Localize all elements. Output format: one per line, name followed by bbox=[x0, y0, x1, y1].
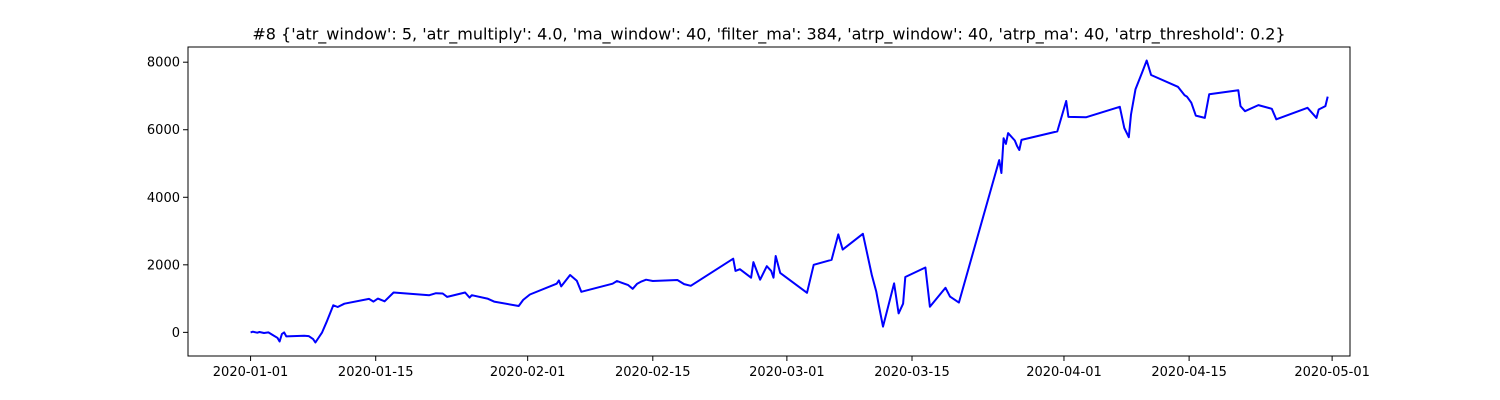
plot-area: 2020-01-01 2020-01-15 2020-02-01 2020-02-15… bbox=[147, 46, 1370, 380]
x-tick-label: 2020-03-15 bbox=[874, 365, 950, 380]
y-tick-label: 0 bbox=[172, 326, 180, 341]
axes-frame bbox=[187, 46, 1351, 357]
x-tick-label: 2020-02-15 bbox=[615, 365, 691, 380]
y-tick-label: 6000 bbox=[147, 123, 180, 138]
x-tick-label: 2020-02-01 bbox=[490, 365, 566, 380]
y-tick-label: 8000 bbox=[147, 56, 180, 71]
y-tick-label: 2000 bbox=[147, 258, 180, 273]
x-tick-label: 2020-04-15 bbox=[1151, 365, 1227, 380]
x-tick-label: 2020-01-01 bbox=[213, 365, 289, 380]
chart-title: #8 {'atr_window': 5, 'atr_multiply': 4.0… bbox=[252, 25, 1285, 45]
x-tick-label: 2020-04-01 bbox=[1026, 365, 1102, 380]
y-tick-label: 4000 bbox=[147, 191, 180, 206]
x-tick-label: 2020-01-15 bbox=[338, 365, 414, 380]
x-tick-label: 2020-05-01 bbox=[1294, 365, 1370, 380]
x-tick-label: 2020-03-01 bbox=[749, 365, 825, 380]
series-line-0 bbox=[250, 59, 1329, 344]
